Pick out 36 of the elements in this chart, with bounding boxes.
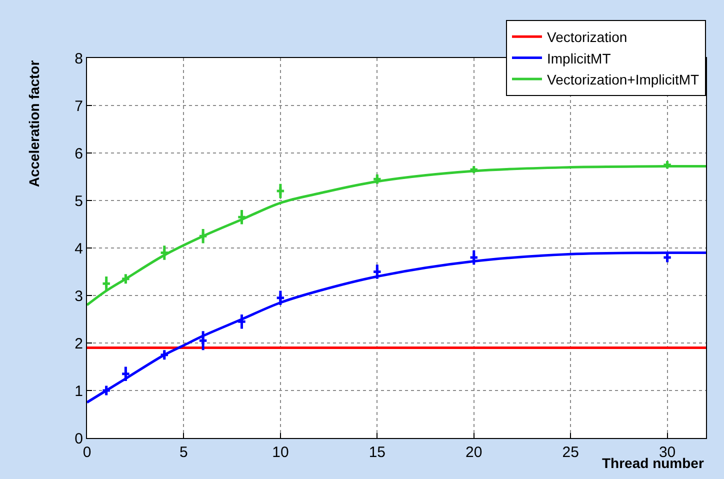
point <box>160 351 168 358</box>
point <box>102 280 110 288</box>
point <box>664 161 671 168</box>
y-axis-title: Acceleration factor <box>26 60 42 188</box>
point <box>470 166 478 174</box>
x-tick-label: 5 <box>180 444 188 461</box>
legend-label: Vectorization+ImplicitMT <box>547 71 700 88</box>
point <box>160 249 168 256</box>
point <box>122 275 130 282</box>
y-tick-label: 4 <box>74 240 83 258</box>
y-tick-label: 7 <box>74 98 83 115</box>
point <box>276 187 284 195</box>
y-tick-label: 3 <box>74 288 83 305</box>
y-tick-label: 1 <box>74 382 83 400</box>
point <box>122 370 130 378</box>
line-series <box>87 251 706 404</box>
y-tick-label: 8 <box>74 50 83 68</box>
x-tick-label: 10 <box>272 444 289 461</box>
point <box>374 268 381 276</box>
x-tick-label: 15 <box>368 444 386 461</box>
y-tick-label: 5 <box>74 192 83 210</box>
x-tick-label: 30 <box>658 444 676 461</box>
y-tick-label: 6 <box>74 145 83 162</box>
legend-label: ImplicitMT <box>547 50 612 66</box>
point <box>374 176 381 183</box>
x-tick-label: 25 <box>562 444 579 461</box>
point <box>276 294 284 302</box>
y-tick-label: 0 <box>74 430 83 448</box>
point <box>664 254 671 262</box>
x-tick-label: 20 <box>466 444 482 461</box>
legend-label: Vectorization <box>547 29 628 46</box>
point <box>199 232 207 240</box>
point <box>470 254 478 262</box>
point <box>199 337 207 344</box>
point <box>102 386 110 394</box>
y-tick-label: 2 <box>74 335 83 352</box>
